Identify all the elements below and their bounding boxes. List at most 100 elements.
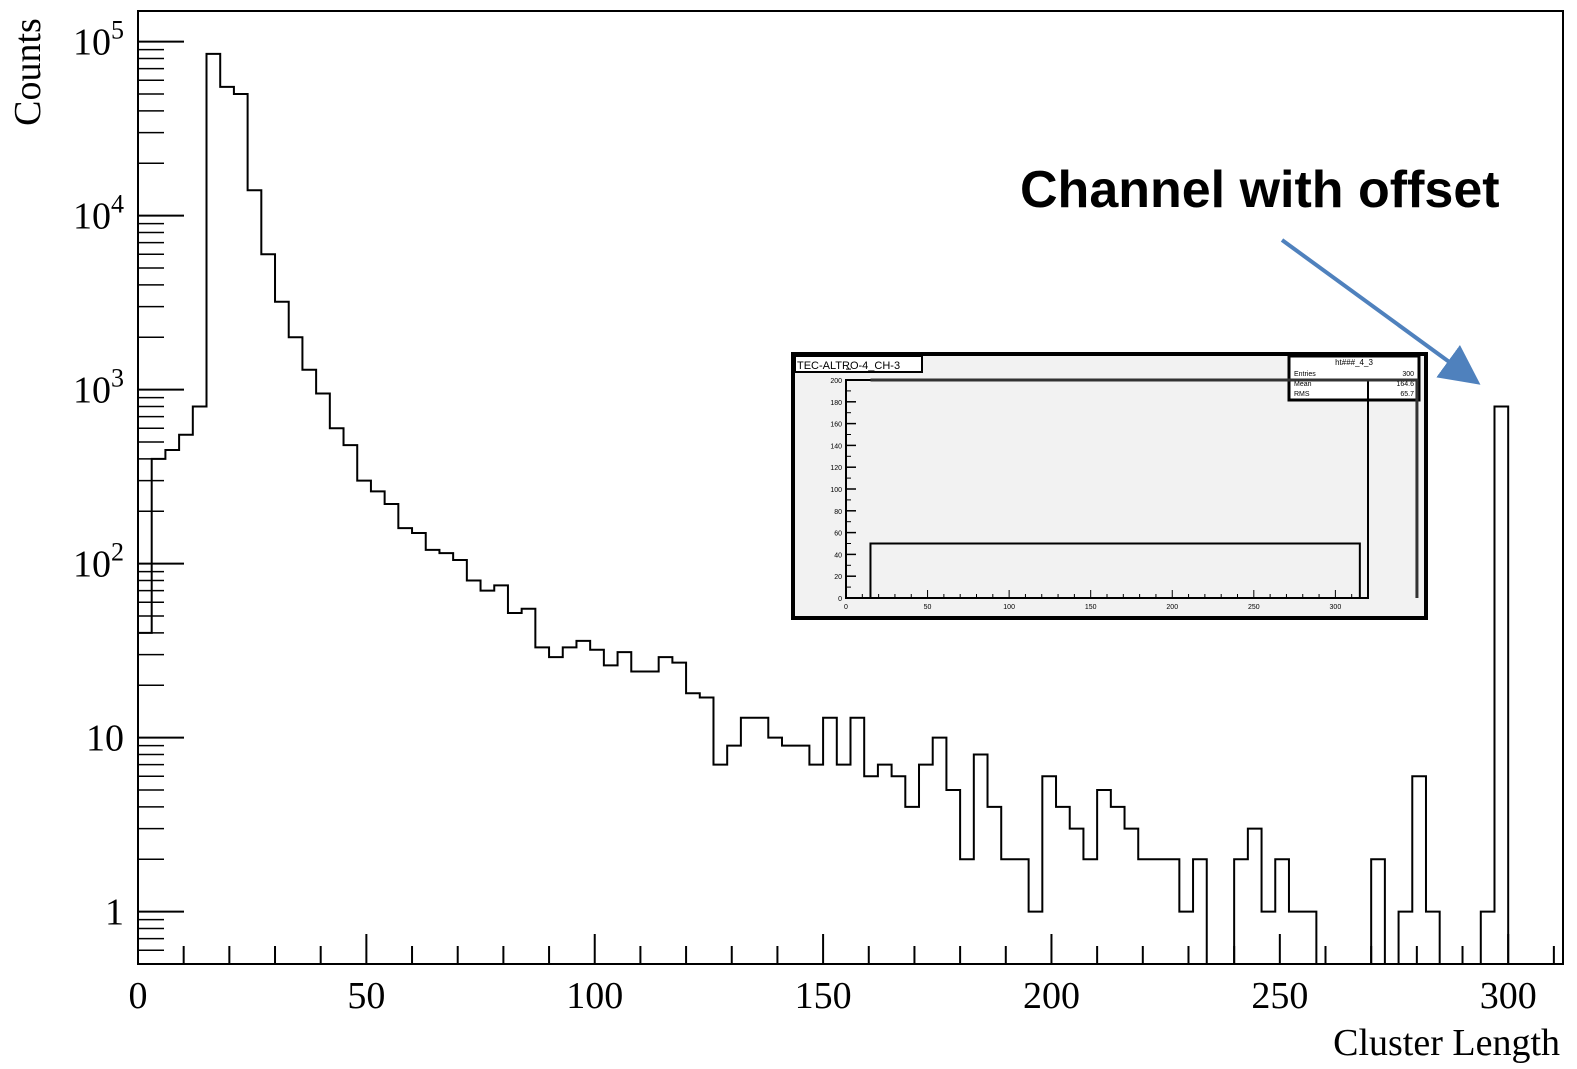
inset-stats-name: ht###_4_3 bbox=[1335, 358, 1373, 367]
x-tick-label: 200 bbox=[1023, 975, 1080, 1017]
histogram-bin bbox=[193, 406, 207, 964]
histogram-bin bbox=[782, 746, 796, 964]
inset-x-tick-label: 200 bbox=[1166, 604, 1178, 611]
y-tick-label: 105 bbox=[73, 16, 124, 64]
y-tick-label: 104 bbox=[73, 190, 124, 238]
histogram-bin bbox=[1111, 807, 1125, 964]
y-tick-label: 10 bbox=[86, 718, 124, 760]
inset-y-tick-label: 100 bbox=[830, 487, 842, 494]
histogram-bin bbox=[631, 671, 645, 964]
histogram-bin bbox=[412, 533, 426, 964]
histogram-bin bbox=[207, 54, 221, 964]
histogram-bin bbox=[1166, 859, 1180, 964]
histogram-bin bbox=[398, 528, 412, 964]
histogram-bin bbox=[330, 428, 344, 964]
histogram-bin bbox=[919, 765, 933, 964]
inset-y-tick-label: 0 bbox=[838, 596, 842, 603]
histogram-bin bbox=[1125, 829, 1139, 964]
histogram-bin bbox=[946, 790, 960, 964]
histogram-bin bbox=[1494, 406, 1508, 964]
histogram-bin bbox=[234, 94, 248, 964]
histogram-bin bbox=[179, 435, 193, 964]
histogram-bin bbox=[1001, 859, 1015, 964]
inset-y-tick-label: 60 bbox=[834, 531, 842, 538]
histogram-bin bbox=[796, 746, 810, 964]
histogram-bin bbox=[1426, 912, 1440, 964]
x-axis-label: Cluster Length bbox=[1333, 1022, 1560, 1064]
inset-y-tick-label: 200 bbox=[830, 378, 842, 385]
histogram-bin bbox=[590, 650, 604, 964]
histogram-bin bbox=[138, 633, 152, 964]
inset-stats-box bbox=[1287, 354, 1421, 402]
histogram-bin bbox=[933, 738, 947, 964]
histogram-bin bbox=[261, 254, 275, 964]
inset-stats-label: RMS bbox=[1294, 391, 1310, 398]
histogram-bars bbox=[137, 52, 1563, 965]
histogram-bin bbox=[1042, 776, 1056, 964]
inset-y-tick-label: 160 bbox=[830, 422, 842, 429]
histogram-bin bbox=[316, 394, 330, 964]
histogram-bin bbox=[1371, 859, 1385, 964]
inset-stats-label: Mean bbox=[1294, 381, 1312, 388]
annotation-text: Channel with offset bbox=[1020, 161, 1500, 219]
histogram-bin bbox=[371, 491, 385, 964]
histogram-bin bbox=[974, 754, 988, 964]
inset-y-tick-label: 180 bbox=[830, 400, 842, 407]
histogram-bin bbox=[439, 553, 453, 964]
histogram-bin bbox=[618, 652, 632, 964]
inset-y-tick-label: 140 bbox=[830, 443, 842, 450]
inset-x-tick-label: 0 bbox=[844, 604, 848, 611]
histogram-bin bbox=[576, 641, 590, 964]
y-axis-label: Counts bbox=[7, 18, 49, 126]
histogram-bin bbox=[385, 504, 399, 964]
inset-histogram: TEC-ALTRO-4_CH-3 ht###_4_3 Entries 300 Mea… bbox=[791, 352, 1428, 620]
histogram-bin bbox=[1152, 859, 1166, 964]
histogram-bin bbox=[494, 585, 508, 964]
histogram-bin bbox=[864, 776, 878, 964]
histogram-bin bbox=[453, 560, 467, 964]
histogram-bin bbox=[1193, 859, 1207, 964]
y-axis-ticks: 1 10 102 103 104 105 bbox=[73, 16, 184, 951]
histogram-bin bbox=[727, 746, 741, 964]
inset-marks bbox=[869, 378, 1419, 598]
histogram-bin bbox=[481, 591, 495, 964]
histogram-bin bbox=[755, 718, 769, 964]
inset-stats-value: 65.7 bbox=[1400, 391, 1414, 398]
histogram-bin bbox=[426, 550, 440, 964]
inset-title: TEC-ALTRO-4_CH-3 bbox=[797, 360, 900, 372]
histogram-bin bbox=[1097, 790, 1111, 964]
inset-stats-label: Entries bbox=[1294, 371, 1316, 378]
inset-stats-rows: Entries 300 Mean 164.6 RMS 65.7 bbox=[1294, 371, 1414, 398]
histogram-bin bbox=[823, 718, 837, 964]
histogram-bin bbox=[1412, 776, 1426, 964]
annotation-arrow bbox=[1280, 238, 1481, 385]
histogram-bin bbox=[522, 609, 536, 964]
histogram-bin bbox=[275, 302, 289, 964]
histogram-bin bbox=[713, 765, 727, 964]
histogram-bin bbox=[165, 450, 179, 964]
histogram-bin bbox=[645, 671, 659, 964]
x-tick-label: 250 bbox=[1251, 975, 1308, 1017]
inset-x-tick-label: 250 bbox=[1248, 604, 1260, 611]
histogram-bin bbox=[851, 718, 865, 964]
inset-stats-value: 164.6 bbox=[1396, 381, 1414, 388]
histogram-bin bbox=[1083, 859, 1097, 964]
histogram-bin bbox=[1399, 912, 1413, 964]
histogram-bin bbox=[672, 663, 686, 964]
histogram-bin bbox=[988, 807, 1002, 964]
histogram-bin bbox=[1029, 912, 1043, 964]
histogram-bin bbox=[220, 87, 234, 964]
histogram-bin bbox=[508, 613, 522, 964]
histogram-bin bbox=[357, 481, 371, 964]
histogram-bin bbox=[1289, 912, 1303, 964]
inset-y-tick-label: 40 bbox=[834, 552, 842, 559]
histogram-bin bbox=[878, 765, 892, 964]
x-tick-label: 150 bbox=[795, 975, 852, 1017]
inset-histogram-box bbox=[869, 542, 1361, 598]
histogram-bin bbox=[535, 647, 549, 964]
inset-x-tick-label: 150 bbox=[1085, 604, 1097, 611]
inset-x-tick-label: 100 bbox=[1003, 604, 1015, 611]
histogram-bin bbox=[659, 657, 673, 964]
inset-x-tick-label: 300 bbox=[1330, 604, 1342, 611]
inset-y-ticks: 0 20 40 60 80 100 120 140 160 180 200 bbox=[830, 368, 856, 603]
